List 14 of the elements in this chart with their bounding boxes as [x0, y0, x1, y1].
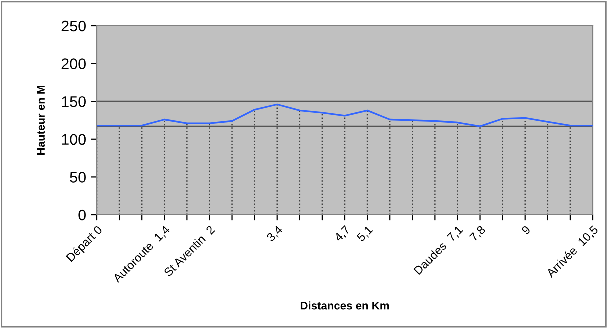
y-tick-label: 250	[62, 20, 86, 32]
y-tick-label: 200	[62, 58, 86, 70]
y-axis-title: Hauteur en M	[37, 86, 46, 155]
y-tick-label: 0	[78, 210, 86, 221]
y-tick-label: 50	[70, 172, 86, 183]
x-tick-label: 4,7	[334, 225, 352, 244]
x-tick-label: 7,8	[469, 225, 488, 244]
y-tick-label: 150	[62, 96, 86, 108]
y-tick-label: 100	[62, 134, 86, 146]
x-axis-title: Distances en Km	[300, 302, 390, 310]
x-tick-label: 3,4	[266, 225, 284, 244]
line-series	[97, 104, 593, 128]
x-tick-label: 5,1	[356, 225, 374, 244]
x-tick-label: 9	[521, 225, 532, 236]
